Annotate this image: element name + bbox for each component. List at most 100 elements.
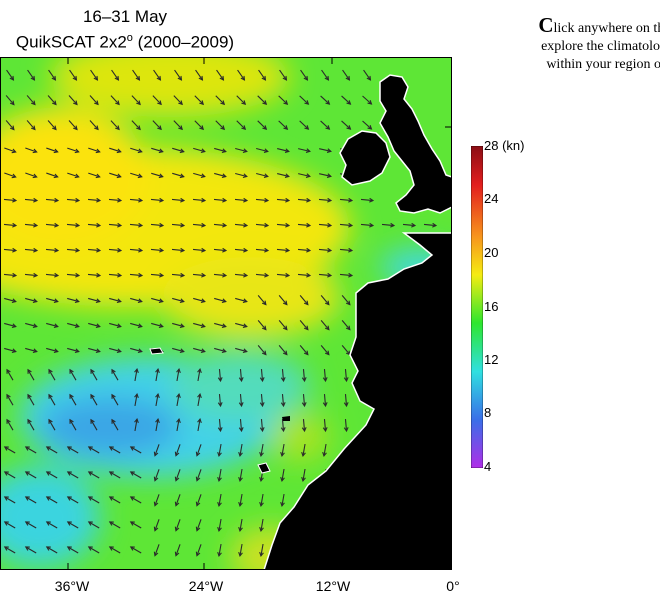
wind-arrow: [214, 347, 226, 353]
wind-arrow-head: [95, 298, 101, 304]
wind-arrow: [260, 543, 264, 557]
wind-arrow: [277, 173, 289, 177]
wind-arrow: [318, 223, 332, 227]
wind-arrow-head: [301, 427, 307, 433]
wind-arrow-head: [153, 526, 159, 532]
wind-arrow: [154, 519, 160, 531]
wind-arrow-head: [27, 418, 32, 424]
wind-arrow-head: [116, 298, 122, 304]
wind-arrow: [90, 369, 98, 381]
wind-arrow: [276, 248, 290, 252]
wind-arrow-head: [158, 173, 164, 179]
wind-arrow: [321, 69, 329, 81]
wind-arrow: [360, 198, 374, 202]
wind-arrow: [341, 345, 351, 355]
wind-arrow-head: [222, 272, 228, 278]
wind-map[interactable]: [0, 57, 455, 571]
wind-arrow: [88, 496, 100, 504]
wind-arrow-head: [159, 222, 165, 228]
wind-arrow-head: [306, 222, 312, 228]
wind-arrow-head: [96, 222, 102, 228]
wind-arrow: [278, 95, 288, 105]
wind-arrow-head: [117, 222, 123, 228]
wind-arrow: [154, 544, 160, 556]
wind-arrow-head: [195, 551, 201, 557]
wind-arrow: [130, 347, 142, 353]
wind-arrow: [215, 95, 225, 105]
wind-arrow: [341, 95, 351, 105]
wind-arrow: [320, 120, 330, 130]
wind-arrow-head: [74, 148, 80, 154]
wind-arrow-head: [280, 427, 286, 433]
wind-arrow-head: [241, 100, 247, 106]
wind-arrow-head: [137, 173, 143, 179]
wind-arrow: [130, 471, 142, 479]
wind-arrow-head: [27, 393, 32, 399]
wind-arrow-head: [284, 173, 290, 178]
wind-arrow: [281, 418, 285, 432]
wind-arrow-head: [238, 476, 243, 483]
wind-arrow-head: [45, 546, 51, 551]
wind-arrow-head: [33, 197, 39, 203]
wind-arrow: [174, 69, 182, 81]
wind-arrow: [235, 147, 247, 153]
wind-arrow-head: [303, 325, 309, 331]
wind-arrow-head: [11, 323, 17, 329]
wind-arrow-head: [158, 323, 164, 329]
wind-arrow-head: [324, 75, 330, 81]
wind-arrow-head: [66, 446, 72, 451]
wind-arrow-head: [6, 368, 11, 374]
wind-arrow-head: [108, 446, 114, 451]
wind-arrow: [218, 468, 222, 482]
wind-arrow-head: [24, 446, 30, 451]
wind-arrow-head: [366, 75, 372, 81]
wind-arrow: [260, 368, 264, 382]
wind-arrow: [320, 295, 330, 305]
wind-arrow: [257, 295, 267, 305]
wind-arrow: [46, 322, 58, 328]
wind-arrow: [257, 95, 267, 105]
wind-arrow-head: [179, 298, 185, 304]
wind-arrow: [239, 393, 243, 407]
wind-arrow: [302, 468, 306, 482]
colorbar-tick-label: 8: [484, 405, 492, 420]
wind-arrow-head: [301, 377, 307, 383]
wind-arrow: [197, 368, 201, 382]
wind-arrow-head: [195, 526, 201, 532]
wind-arrow-head: [75, 197, 81, 203]
wind-arrow-head: [137, 348, 143, 354]
wind-arrow: [276, 223, 290, 227]
wind-arrow: [172, 297, 184, 303]
wind-arrow: [4, 446, 16, 454]
wind-arrow-head: [324, 325, 330, 331]
wind-arrow-head: [242, 323, 248, 329]
wind-arrow: [25, 347, 37, 353]
wind-arrow-head: [134, 367, 139, 374]
wind-arrow: [90, 69, 98, 81]
wind-arrow-head: [243, 247, 249, 253]
wind-arrow: [218, 493, 222, 507]
wind-arrow-head: [280, 476, 285, 483]
wind-arrow-head: [201, 247, 207, 253]
wind-arrow-head: [326, 148, 332, 153]
wind-arrow: [257, 345, 267, 355]
wind-arrow: [154, 494, 160, 506]
degree-mark: o: [126, 32, 133, 44]
wind-arrow-head: [24, 546, 30, 551]
wind-arrow-head: [282, 300, 288, 306]
wind-arrow-head: [51, 75, 57, 81]
wind-arrow-head: [327, 197, 333, 203]
wind-arrow-head: [284, 148, 290, 153]
instruction-initial: C: [538, 13, 554, 37]
wind-arrow: [155, 368, 159, 382]
wind-arrow: [45, 248, 59, 252]
wind-arrow-head: [259, 451, 264, 458]
wind-arrow-head: [116, 323, 122, 329]
madeira-island: [282, 416, 290, 421]
wind-arrow-head: [241, 125, 247, 131]
wind-arrow: [215, 120, 225, 130]
wind-arrow-head: [159, 247, 165, 253]
wind-arrow-head: [157, 100, 162, 106]
wind-arrow: [134, 418, 138, 432]
wind-arrow-head: [33, 272, 39, 278]
